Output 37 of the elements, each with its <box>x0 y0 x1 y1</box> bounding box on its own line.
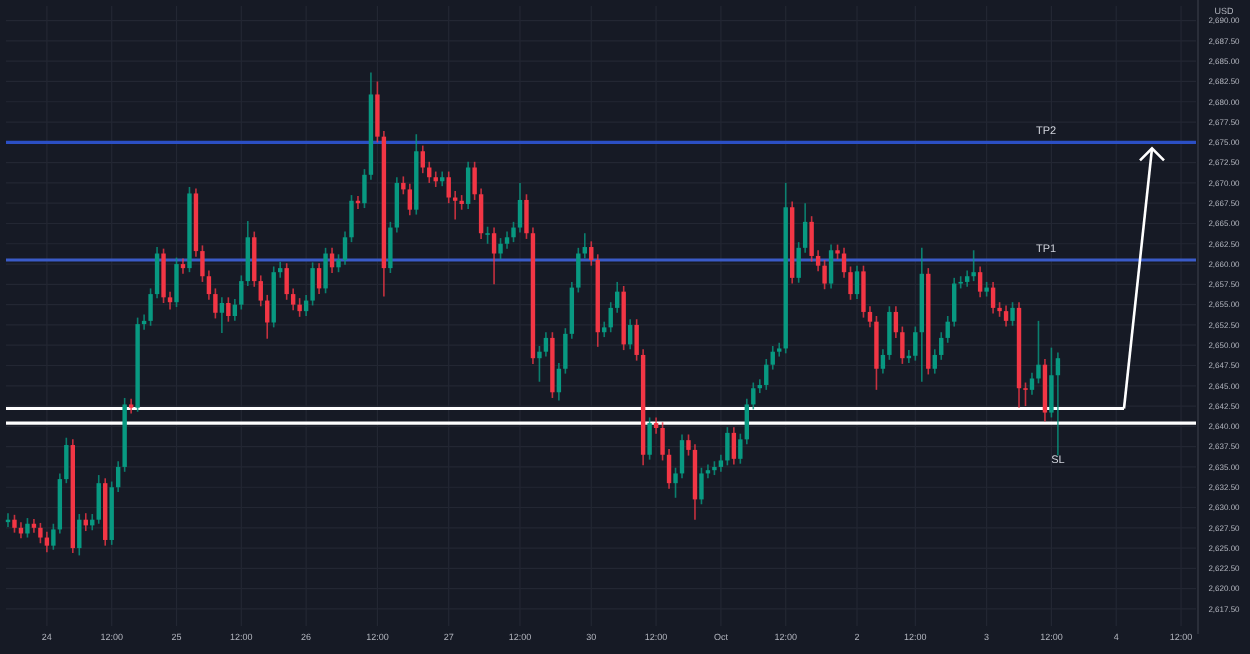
candlestick <box>977 265 983 299</box>
candlestick <box>219 296 225 334</box>
candlestick <box>828 243 834 290</box>
candlestick <box>770 345 775 371</box>
candlestick <box>1055 351 1061 457</box>
candlestick <box>1029 372 1035 396</box>
candlestick <box>407 182 413 217</box>
candlestick <box>323 247 328 295</box>
candlestick <box>174 256 179 308</box>
candlestick <box>77 513 82 557</box>
candlestick <box>647 416 652 461</box>
candlestick <box>809 215 814 263</box>
candlestick <box>990 281 996 315</box>
candlestick <box>96 474 101 525</box>
candlestick <box>25 517 30 539</box>
candlestick <box>1010 301 1015 327</box>
candlestick <box>854 264 860 300</box>
candlestick <box>491 226 497 286</box>
candlestick <box>465 161 471 210</box>
candlestick <box>731 426 737 466</box>
candlestick <box>252 230 257 288</box>
candlestick <box>161 247 166 304</box>
candlestick <box>725 426 730 467</box>
candlestick <box>316 262 322 295</box>
candlestick <box>517 182 523 234</box>
candlestick <box>861 264 866 319</box>
candlestick <box>543 331 549 358</box>
candlestick <box>498 237 503 260</box>
candlestick <box>971 249 976 282</box>
candlestick <box>1003 304 1009 328</box>
candlestick <box>764 358 769 391</box>
candlestick <box>38 522 43 545</box>
candlestick <box>226 296 231 323</box>
candlestick <box>589 240 594 267</box>
candlestick <box>699 466 704 506</box>
candlestick <box>679 433 685 480</box>
candlestick <box>1042 358 1048 423</box>
